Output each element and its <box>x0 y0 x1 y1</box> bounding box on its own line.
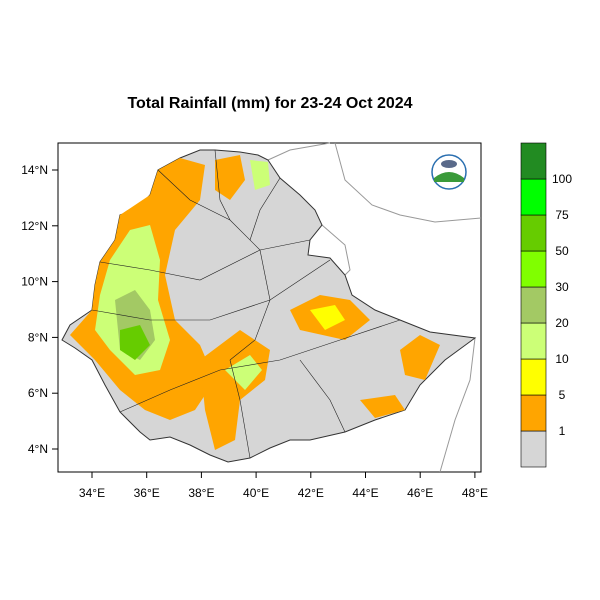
lon-axis: 34°E 36°E 38°E 40°E 42°E 44°E 46°E 48°E <box>79 472 488 500</box>
border-line <box>267 142 331 161</box>
colorbar-swatch <box>520 142 547 180</box>
colorbar-swatch <box>520 322 547 360</box>
lat-tick-label: 4°N <box>28 442 48 456</box>
colorbar-label: 20 <box>555 316 569 330</box>
colorbar-swatch <box>520 286 547 324</box>
lon-tick-label: 46°E <box>407 486 433 500</box>
colorbar-swatch <box>520 178 547 216</box>
colorbar-label: 1 <box>559 424 566 438</box>
lon-tick-label: 40°E <box>243 486 269 500</box>
logo <box>431 154 467 190</box>
lat-tick-label: 14°N <box>21 163 48 177</box>
lon-tick-label: 44°E <box>352 486 378 500</box>
colorbar-swatch <box>520 358 547 396</box>
lat-axis: 14°N 12°N 10°N 8°N 6°N 4°N <box>21 163 58 456</box>
coast-line <box>334 142 482 223</box>
rainfall-patches <box>70 155 440 450</box>
coast-line <box>439 337 476 473</box>
colorbar-label: 5 <box>559 388 566 402</box>
border-line <box>321 224 351 276</box>
lon-tick-label: 48°E <box>462 486 488 500</box>
lat-tick-label: 8°N <box>28 330 48 344</box>
map-area <box>57 142 482 473</box>
lat-tick-label: 10°N <box>21 275 48 289</box>
colorbar-label: 50 <box>555 244 569 258</box>
map-title: Total Rainfall (mm) for 23-24 Oct 2024 <box>127 95 412 112</box>
colorbar-label: 30 <box>555 280 569 294</box>
colorbar-swatch <box>520 250 547 288</box>
colorbar-swatch <box>520 430 547 468</box>
colorbar: 1 5 10 20 30 50 75 100 <box>520 142 572 468</box>
lon-tick-label: 36°E <box>134 486 160 500</box>
lat-tick-label: 6°N <box>28 386 48 400</box>
colorbar-label: 10 <box>555 352 569 366</box>
colorbar-label: 75 <box>555 208 569 222</box>
region-borders <box>91 149 401 459</box>
colorbar-swatch <box>520 394 547 432</box>
lat-tick-label: 12°N <box>21 219 48 233</box>
colorbar-label: 100 <box>552 172 572 186</box>
lon-tick-label: 34°E <box>79 486 105 500</box>
colorbar-swatch <box>520 214 547 252</box>
lon-tick-label: 42°E <box>298 486 324 500</box>
lon-tick-label: 38°E <box>188 486 214 500</box>
